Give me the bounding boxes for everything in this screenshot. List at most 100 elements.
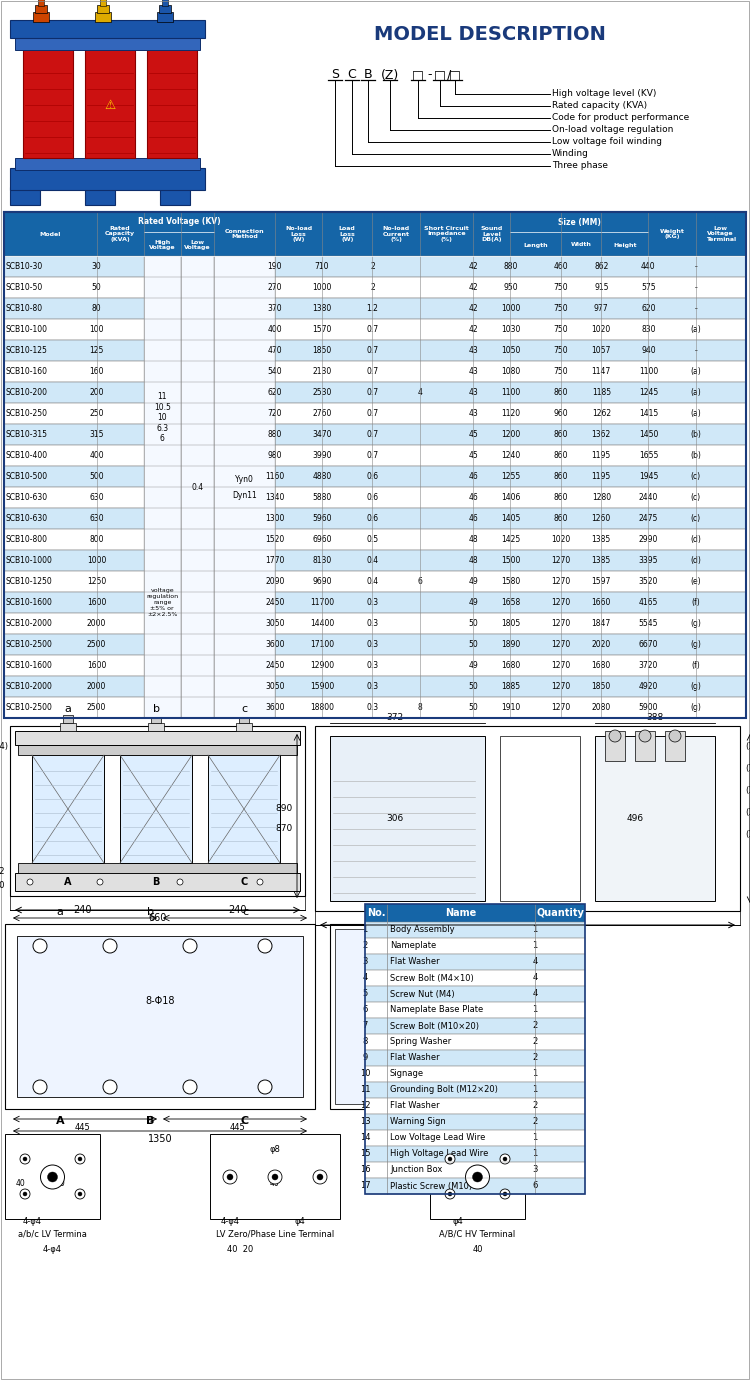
Text: 1255: 1255	[501, 472, 520, 482]
Text: 14400: 14400	[310, 620, 334, 628]
Text: 13: 13	[360, 1118, 370, 1126]
Text: 5900: 5900	[639, 702, 658, 712]
Text: (g): (g)	[690, 682, 701, 691]
Text: 2000: 2000	[87, 620, 106, 628]
Text: Winding: Winding	[552, 149, 589, 159]
Text: 2020: 2020	[592, 640, 611, 649]
Text: c: c	[242, 907, 248, 916]
Text: 3050: 3050	[266, 682, 285, 691]
Text: 1080: 1080	[501, 367, 520, 375]
Text: Weight
(KG): Weight (KG)	[659, 229, 685, 239]
Bar	[120, 755, 192, 862]
Text: (a): (a)	[690, 388, 701, 397]
Bar	[38, 0, 44, 6]
Text: 2080: 2080	[592, 702, 611, 712]
Circle shape	[448, 1156, 452, 1161]
Text: 2760: 2760	[312, 408, 332, 418]
Circle shape	[78, 1156, 82, 1161]
Text: SCB10-30: SCB10-30	[6, 262, 44, 270]
Text: 860: 860	[554, 493, 568, 502]
Text: Plastic Screw (M10): Plastic Screw (M10)	[390, 1181, 472, 1191]
Text: 15: 15	[360, 1150, 370, 1158]
Text: SCB10-100: SCB10-100	[6, 326, 48, 334]
Bar	[365, 1114, 585, 1130]
Text: 2: 2	[532, 1118, 538, 1126]
Text: 6: 6	[532, 1181, 538, 1191]
Text: 1805: 1805	[501, 620, 520, 628]
Text: S: S	[331, 69, 339, 81]
Text: 4: 4	[532, 989, 538, 999]
Bar	[10, 188, 40, 206]
Text: 43: 43	[469, 408, 478, 418]
Text: Rated
Capacity
(KVA): Rated Capacity (KVA)	[105, 226, 135, 243]
Text: 1680: 1680	[592, 661, 611, 671]
Text: 440: 440	[641, 262, 656, 270]
Text: 830: 830	[641, 326, 656, 334]
Bar	[4, 656, 746, 676]
Text: 372: 372	[386, 713, 404, 723]
Text: Flat Washer: Flat Washer	[390, 958, 439, 966]
Text: 4-φ4: 4-φ4	[220, 1217, 239, 1227]
Text: Three phase: Three phase	[552, 161, 608, 171]
Bar	[60, 723, 76, 731]
Text: 9690: 9690	[312, 577, 332, 586]
Text: Short Circuit
Impedance
(%): Short Circuit Impedance (%)	[424, 226, 469, 243]
Text: 1020: 1020	[592, 326, 611, 334]
Text: 2990: 2990	[639, 535, 658, 544]
Text: 0.3: 0.3	[367, 598, 379, 607]
Text: 1: 1	[532, 926, 538, 934]
Text: (13): (13)	[745, 741, 750, 751]
Text: 2090: 2090	[266, 577, 284, 586]
Text: 1847: 1847	[592, 620, 611, 628]
Text: 1: 1	[532, 1150, 538, 1158]
Text: 1000: 1000	[312, 283, 332, 293]
Text: 40: 40	[15, 1180, 25, 1188]
Circle shape	[33, 938, 47, 954]
Text: 1500: 1500	[501, 556, 520, 564]
Text: 0.7: 0.7	[367, 367, 379, 375]
Text: 1160: 1160	[266, 472, 284, 482]
Text: Code for product performance: Code for product performance	[552, 113, 689, 123]
Text: SCB10-400: SCB10-400	[6, 451, 48, 460]
Text: No.: No.	[367, 908, 386, 918]
Circle shape	[503, 1156, 507, 1161]
Text: 80: 80	[92, 304, 101, 313]
Text: 1885: 1885	[501, 682, 520, 691]
Bar	[4, 487, 746, 508]
Text: 445: 445	[74, 1122, 90, 1132]
Bar	[159, 6, 171, 12]
Bar	[4, 362, 746, 382]
Text: Flat Washer: Flat Washer	[390, 1101, 439, 1111]
Text: 880: 880	[503, 262, 518, 270]
Text: Yyn0: Yyn0	[236, 475, 254, 483]
Circle shape	[103, 938, 117, 954]
Text: SCB10-1000: SCB10-1000	[6, 556, 53, 564]
Text: Rated capacity (KVA): Rated capacity (KVA)	[552, 102, 647, 110]
Text: (f): (f)	[692, 598, 700, 607]
Text: b: b	[152, 704, 160, 713]
Text: 40  20: 40 20	[226, 1245, 253, 1253]
Text: SCB10-800: SCB10-800	[6, 535, 48, 544]
Text: (b): (b)	[690, 431, 701, 439]
Text: 1680: 1680	[501, 661, 520, 671]
Text: 1: 1	[532, 1070, 538, 1079]
Text: ⚠: ⚠	[104, 98, 116, 112]
Bar	[4, 298, 746, 319]
Text: 18800: 18800	[310, 702, 334, 712]
Text: Rated Voltage (KV): Rated Voltage (KV)	[138, 218, 220, 226]
Bar	[4, 529, 746, 551]
Text: SCB10-1600: SCB10-1600	[6, 598, 53, 607]
Text: -: -	[694, 283, 697, 293]
Bar	[85, 48, 135, 157]
Text: (17): (17)	[745, 829, 750, 839]
Text: (f): (f)	[692, 661, 700, 671]
Circle shape	[503, 1192, 507, 1196]
Text: 315: 315	[89, 431, 104, 439]
Text: 46: 46	[469, 472, 478, 482]
Text: 1030: 1030	[501, 326, 520, 334]
Text: Model: Model	[40, 232, 61, 236]
Text: 46: 46	[469, 513, 478, 523]
Text: 1: 1	[532, 941, 538, 951]
Text: 14: 14	[360, 1133, 370, 1143]
Text: 980: 980	[268, 451, 282, 460]
